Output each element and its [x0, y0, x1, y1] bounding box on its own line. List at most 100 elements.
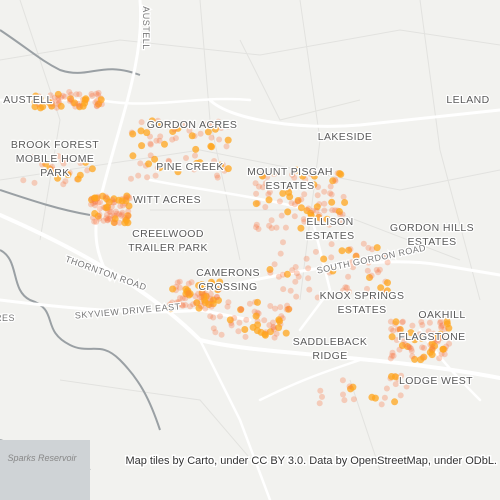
dot	[199, 283, 207, 291]
dot	[59, 157, 66, 164]
place-label: MOBILE HOME	[16, 153, 95, 165]
dot	[54, 90, 62, 98]
dot	[53, 104, 60, 111]
dot	[401, 332, 408, 339]
dot	[320, 255, 328, 263]
dot	[329, 207, 336, 214]
dot	[393, 337, 400, 343]
dot	[301, 191, 308, 198]
dot	[88, 165, 96, 173]
dot	[154, 117, 161, 124]
dot	[79, 102, 87, 110]
dot	[341, 199, 349, 206]
place-label: PARK	[40, 167, 69, 179]
place-label: LAKESIDE	[318, 131, 373, 143]
dot	[312, 248, 319, 255]
dot	[328, 241, 335, 248]
dot	[187, 303, 194, 310]
dot	[39, 103, 47, 111]
dot	[327, 183, 334, 190]
dot	[210, 314, 217, 321]
dot	[266, 322, 273, 329]
dot	[236, 319, 243, 326]
dot	[404, 343, 411, 350]
dot	[243, 316, 250, 323]
dot	[434, 338, 441, 345]
dot	[408, 348, 415, 354]
dot	[313, 203, 321, 211]
dot	[340, 193, 347, 200]
dot	[368, 393, 376, 401]
dot	[168, 302, 175, 309]
dot	[275, 273, 282, 280]
dot	[66, 89, 73, 95]
dot	[441, 326, 448, 333]
dot	[411, 336, 419, 344]
dot	[435, 336, 442, 343]
dot	[116, 211, 123, 218]
dot	[145, 160, 153, 168]
dot	[439, 345, 447, 353]
dot	[272, 305, 279, 312]
dot	[104, 217, 111, 224]
dot	[326, 221, 333, 228]
dot	[426, 319, 433, 326]
dot	[255, 226, 262, 232]
dot	[121, 219, 129, 227]
dot	[299, 172, 307, 180]
place-label: GORDON HILLS	[390, 222, 474, 234]
dot	[88, 91, 95, 97]
dot	[46, 165, 54, 173]
dot	[104, 216, 111, 223]
dot	[135, 172, 142, 179]
dot	[266, 222, 273, 229]
dot	[57, 102, 65, 110]
dot	[179, 302, 186, 309]
dot	[207, 142, 215, 150]
place-label: ESTATES	[337, 304, 386, 316]
dot	[237, 306, 244, 313]
dot	[397, 392, 404, 399]
dot	[213, 294, 220, 300]
dot	[246, 300, 253, 307]
dot	[329, 267, 337, 275]
dot	[59, 92, 66, 99]
dot	[377, 284, 385, 292]
dot	[117, 203, 124, 210]
water-label: Sparks Reservoir	[7, 453, 77, 463]
dot	[345, 246, 353, 254]
dot	[200, 293, 208, 301]
dot	[280, 286, 287, 293]
dot	[20, 177, 27, 184]
dot	[303, 255, 310, 262]
dot	[270, 319, 276, 326]
dot	[383, 287, 391, 295]
dot	[259, 184, 266, 191]
dot	[366, 274, 373, 281]
dot	[215, 296, 222, 304]
dot	[128, 175, 134, 182]
dot	[177, 295, 183, 301]
place-label: CAMERONS	[196, 267, 260, 279]
dot	[103, 215, 110, 222]
dot	[218, 125, 225, 131]
dot	[179, 295, 186, 302]
dot	[218, 331, 225, 338]
dot	[350, 396, 357, 403]
dot	[192, 293, 199, 300]
dot	[174, 168, 182, 176]
dot	[216, 278, 224, 286]
dot	[271, 334, 278, 341]
dot	[271, 326, 277, 333]
place-label: OAKHILL	[418, 309, 465, 321]
place-label: LODGE WEST	[399, 375, 473, 387]
dot	[77, 160, 84, 166]
dot	[214, 174, 221, 181]
dot	[409, 353, 416, 360]
dot	[138, 119, 145, 126]
dot	[321, 207, 328, 214]
dot	[112, 208, 119, 215]
place-label: GORDON ACRES	[147, 119, 238, 131]
dot	[295, 273, 302, 280]
place-label: MOUNT PISGAH	[247, 166, 333, 178]
